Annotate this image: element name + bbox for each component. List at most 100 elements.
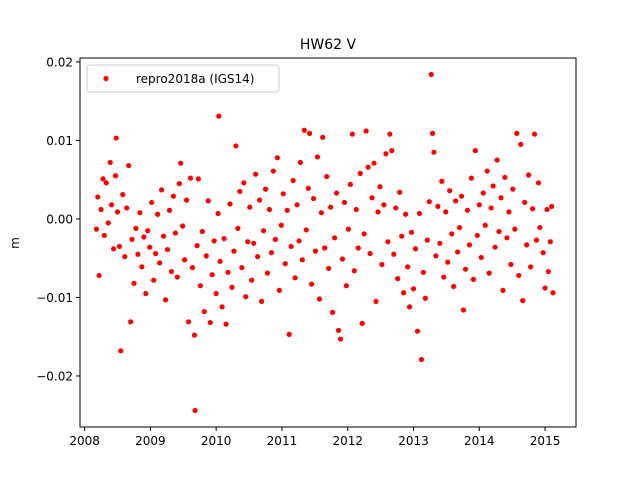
data-point <box>500 287 506 293</box>
data-point <box>255 254 261 260</box>
data-point <box>387 131 393 137</box>
data-point <box>420 269 426 275</box>
data-point <box>343 283 350 289</box>
data-point <box>418 356 425 363</box>
data-point <box>233 143 239 149</box>
data-point <box>454 249 461 255</box>
data-point <box>241 180 247 186</box>
data-points <box>93 71 556 414</box>
data-point <box>337 336 344 342</box>
data-point <box>266 206 273 213</box>
data-point <box>207 319 213 326</box>
data-point <box>209 272 215 278</box>
data-point <box>239 265 245 271</box>
data-point <box>428 71 434 78</box>
data-point <box>369 195 375 201</box>
data-point <box>412 246 419 252</box>
data-point <box>408 229 415 235</box>
data-point <box>439 178 445 184</box>
x-tick-label: 2012 <box>332 434 363 448</box>
data-point <box>535 180 542 186</box>
data-point <box>108 202 115 208</box>
data-point <box>403 211 409 217</box>
data-point <box>381 202 387 208</box>
data-point <box>405 264 411 270</box>
data-point <box>451 283 457 290</box>
data-point <box>449 231 455 237</box>
data-point <box>197 283 203 289</box>
data-point <box>433 253 439 259</box>
data-point <box>504 235 510 241</box>
data-point <box>178 160 184 166</box>
data-point <box>101 232 107 239</box>
data-point <box>100 176 106 182</box>
data-point <box>456 224 463 231</box>
data-point <box>105 220 111 226</box>
data-point <box>160 233 167 239</box>
data-point <box>139 264 145 270</box>
data-point <box>331 235 338 241</box>
data-point <box>223 321 229 327</box>
data-point <box>131 280 137 286</box>
data-point <box>303 227 309 233</box>
data-point <box>191 332 198 338</box>
data-point <box>359 320 365 326</box>
data-point <box>498 195 504 201</box>
data-point <box>373 298 379 304</box>
data-point <box>215 210 221 217</box>
data-point <box>520 298 526 304</box>
y-tick-label: 0.02 <box>46 55 73 69</box>
data-point <box>486 270 492 276</box>
data-point <box>528 264 534 270</box>
data-point <box>174 274 180 280</box>
data-point <box>258 298 265 304</box>
data-point <box>221 235 227 242</box>
data-point <box>126 162 132 169</box>
legend-box <box>86 64 280 93</box>
data-point <box>189 265 196 271</box>
data-point <box>406 304 413 310</box>
y-axis: 0.02 0.01 0.00 −0.01 −0.02 <box>36 55 80 383</box>
data-point <box>345 226 351 232</box>
data-point <box>164 246 171 253</box>
data-point <box>157 260 163 266</box>
data-point <box>282 261 288 267</box>
data-point <box>253 171 259 177</box>
data-point <box>322 245 328 251</box>
data-point <box>235 225 241 231</box>
data-point <box>445 259 451 265</box>
legend-label: repro2018a (IGS14) <box>136 72 254 86</box>
x-tick-label: 2014 <box>464 434 495 448</box>
data-point <box>219 304 225 310</box>
data-point <box>416 210 423 217</box>
data-point <box>153 250 159 257</box>
data-point <box>155 211 161 217</box>
data-point <box>522 199 528 206</box>
data-point <box>166 207 173 213</box>
data-point <box>172 230 178 236</box>
data-point <box>181 257 188 263</box>
data-point <box>443 209 449 215</box>
data-point <box>531 131 538 137</box>
x-tick-label: 2015 <box>530 434 561 448</box>
data-point <box>377 184 383 190</box>
data-point <box>429 130 436 136</box>
data-point <box>274 155 280 161</box>
data-point <box>379 261 385 268</box>
data-point <box>170 193 177 199</box>
y-tick-label: 0.01 <box>46 134 73 148</box>
data-point <box>516 272 522 279</box>
legend-marker <box>103 75 109 82</box>
data-point <box>270 168 276 174</box>
data-point <box>280 191 286 197</box>
data-point <box>183 197 190 203</box>
data-point <box>278 222 284 228</box>
data-point <box>107 159 113 166</box>
data-point <box>114 209 121 215</box>
data-point <box>306 130 313 136</box>
data-point <box>529 206 536 212</box>
data-point <box>347 181 353 187</box>
data-point <box>453 198 459 204</box>
data-point <box>371 160 377 166</box>
data-point <box>176 181 182 187</box>
